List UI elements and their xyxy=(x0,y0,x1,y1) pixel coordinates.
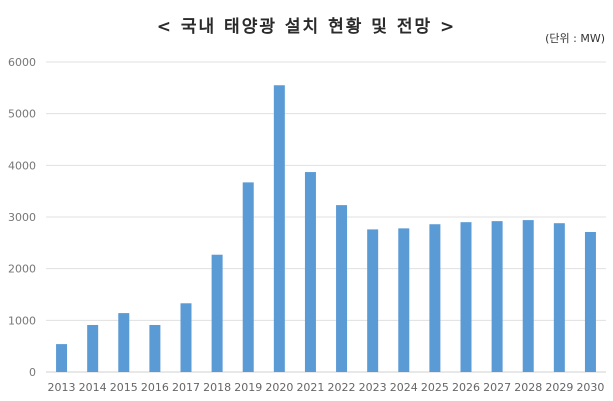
x-tick-label: 2026 xyxy=(452,381,480,394)
y-tick-label: 3000 xyxy=(8,211,36,224)
x-tick-label: 2014 xyxy=(79,381,107,394)
x-tick-label: 2020 xyxy=(265,381,293,394)
gridlines xyxy=(46,61,606,373)
x-tick-label: 2030 xyxy=(576,381,604,394)
bar-2026 xyxy=(460,222,472,372)
bar-2019 xyxy=(242,182,254,372)
y-axis: 0 1000 2000 3000 4000 5000 6000 xyxy=(8,56,36,379)
bar-2014 xyxy=(87,324,99,372)
bar-2015 xyxy=(118,313,130,372)
y-tick-label: 6000 xyxy=(8,56,36,69)
bar-2023 xyxy=(367,229,379,372)
x-tick-label: 2029 xyxy=(545,381,573,394)
x-tick-label: 2015 xyxy=(110,381,138,394)
bar-2017 xyxy=(180,303,192,372)
bar-2027 xyxy=(491,221,503,372)
y-tick-label: 5000 xyxy=(8,108,36,121)
x-tick-label: 2016 xyxy=(141,381,169,394)
bar-2020 xyxy=(273,85,285,372)
x-tick-label: 2023 xyxy=(359,381,387,394)
bar-2013 xyxy=(56,344,68,372)
bar-2018 xyxy=(211,254,223,372)
bar-2021 xyxy=(304,172,316,372)
x-tick-label: 2022 xyxy=(328,381,356,394)
y-tick-label: 4000 xyxy=(8,159,36,172)
bars xyxy=(56,85,596,372)
chart-title: < 국내 태양광 설치 현황 및 전망 > xyxy=(156,17,457,37)
x-tick-label: 2017 xyxy=(172,381,200,394)
unit-label: (단위 : MW) xyxy=(545,32,605,45)
y-tick-label: 2000 xyxy=(8,263,36,276)
x-tick-label: 2013 xyxy=(48,381,76,394)
bar-2024 xyxy=(398,228,410,372)
bar-2029 xyxy=(553,223,565,372)
bar-2022 xyxy=(336,205,348,372)
y-tick-label: 1000 xyxy=(8,314,36,327)
x-tick-label: 2024 xyxy=(390,381,418,394)
bar-2025 xyxy=(429,224,441,372)
x-tick-label: 2028 xyxy=(514,381,542,394)
x-tick-label: 2018 xyxy=(203,381,231,394)
bar-2016 xyxy=(149,324,161,372)
bar-2030 xyxy=(584,231,596,372)
x-axis: 2013 2014 2015 2016 2017 2018 2019 2020 2021 2022… xyxy=(48,381,605,394)
x-tick-label: 2021 xyxy=(296,381,324,394)
x-tick-label: 2027 xyxy=(483,381,511,394)
x-tick-label: 2019 xyxy=(234,381,262,394)
y-tick-label: 0 xyxy=(29,366,36,379)
bar-2028 xyxy=(522,220,534,372)
x-tick-label: 2025 xyxy=(421,381,449,394)
